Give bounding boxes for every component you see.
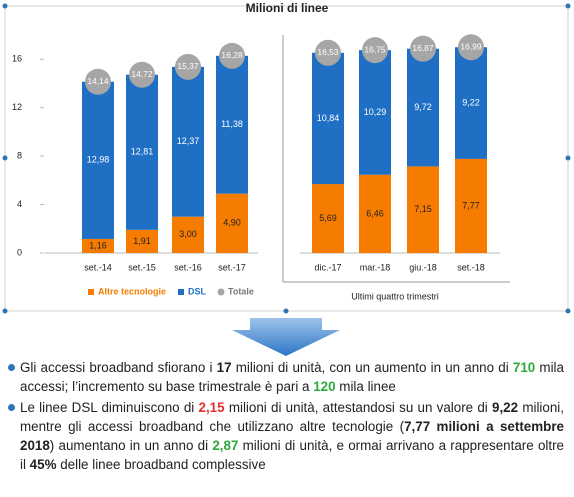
total-marker: [85, 68, 111, 95]
data-label: 1,91: [133, 236, 151, 246]
x-tick-label: mar.-18: [360, 262, 391, 272]
text-segment: Gli accessi broadband sfiorano i: [20, 360, 217, 375]
text-segment: 9,22: [492, 400, 519, 415]
legend-label: Totale: [228, 286, 254, 296]
chart: Milioni di linee Ultimi quattro trimestr…: [2, 1, 571, 356]
bullet: Gli accessi broadband sfiorano i 17 mili…: [8, 358, 564, 396]
data-label: 6,46: [366, 208, 384, 218]
y-tick-label: 0: [17, 247, 22, 257]
bar-segment: [82, 238, 114, 253]
x-tick-label: giu.-18: [409, 262, 437, 272]
x-tick-label: set.-16: [174, 262, 202, 272]
y-tick-label: 8: [17, 150, 22, 160]
text-segment: 7,77 milioni a settembre 2018: [20, 419, 564, 453]
bar-segment: [359, 50, 391, 175]
text-segment: milioni di unità, con un aumento in un a…: [231, 360, 513, 375]
data-label: 14,72: [131, 69, 153, 79]
handles: [2, 3, 571, 314]
bar-segment: [216, 55, 248, 194]
bullets: Gli accessi broadband sfiorano i 17 mili…: [8, 358, 564, 476]
bar-segment: [407, 166, 439, 253]
text-segment: mila linee: [335, 379, 396, 394]
data-label: 10,84: [317, 113, 340, 123]
x-tick-label: set.-15: [128, 262, 156, 272]
data-label: 14,14: [87, 76, 109, 86]
legend-label: Altre tecnologie: [98, 286, 166, 296]
data-label: 15,37: [177, 61, 199, 71]
arrow: [232, 318, 340, 356]
x-tick-label: set.-14: [84, 262, 112, 272]
x-tick-label: dic.-17: [314, 262, 341, 272]
text-segment: 2,87: [212, 438, 239, 453]
total-marker: [175, 53, 201, 80]
text-segment: milioni di unità, e ormai arrivano a rap…: [20, 438, 564, 472]
text-segment: Le linee DSL diminuiscono di: [20, 400, 199, 415]
data-label: 12,37: [177, 136, 200, 146]
bar-segment: [455, 47, 487, 159]
text-segment: 120: [313, 379, 336, 394]
data-label: 7,15: [414, 204, 432, 214]
data-label: 16,75: [364, 44, 386, 54]
data-label: 16,99: [460, 41, 482, 51]
bar-segment: [312, 52, 344, 185]
bar-segment: [126, 74, 158, 230]
data-label: 11,38: [221, 119, 243, 129]
y-tick-label: 16: [12, 54, 22, 64]
y-tick-label: 12: [12, 102, 22, 112]
legend-label: DSL: [188, 286, 207, 296]
data-label: 12,81: [131, 147, 154, 157]
text-segment: 45%: [29, 457, 57, 472]
data-label: 16,53: [317, 47, 339, 57]
legend-swatch: [88, 289, 94, 295]
bar-segment: [126, 229, 158, 253]
total-marker: [219, 42, 245, 69]
x-tick-label: set.-17: [218, 262, 246, 272]
bar-segment: [216, 193, 248, 253]
text-segment: delle linee broadband complessive: [56, 457, 266, 472]
legend-swatch: [217, 288, 225, 296]
data-label: 1,16: [89, 240, 107, 250]
data-label: 16,28: [221, 50, 243, 60]
bullet: Le linee DSL diminuiscono di 2,15 milion…: [8, 398, 564, 474]
total-marker: [458, 34, 484, 61]
text-segment: milioni, mentre gli accessi broadband ch…: [20, 400, 564, 434]
text-segment: milioni di unità, attestandosi su un val…: [224, 400, 493, 415]
bar-segment: [82, 81, 114, 239]
text-segment: 710: [512, 360, 536, 375]
text-segment: 17: [216, 360, 232, 375]
bar-segment: [359, 174, 391, 253]
bar-segment: [407, 48, 439, 167]
data-label: 10,29: [364, 107, 387, 117]
data-label: 7,77: [462, 200, 480, 210]
bar-segment: [172, 66, 204, 217]
data-label: 3,00: [179, 229, 197, 239]
data-label: 16,87: [412, 43, 434, 53]
x-tick-label: set.-18: [457, 262, 485, 272]
bar-segment: [455, 158, 487, 253]
total-marker: [315, 39, 341, 66]
data-label: 9,22: [462, 97, 480, 107]
chart-title: Milioni di linee: [246, 1, 329, 15]
data-label: 4,90: [223, 218, 241, 228]
total-marker: [362, 37, 388, 64]
total-marker: [410, 35, 436, 62]
text-segment: mila accessi; l’incremento su base trime…: [20, 360, 564, 394]
bar-segment: [312, 184, 344, 253]
text-segment: ) aumentano in un anno di: [49, 438, 213, 453]
data-label: 5,69: [319, 213, 337, 223]
annotation: Ultimi quattro trimestri: [351, 291, 439, 301]
data-label: 9,72: [414, 102, 432, 112]
total-marker: [129, 61, 155, 88]
legend-swatch: [178, 289, 185, 295]
bar-segment: [172, 216, 204, 253]
text-segment: 2,15: [198, 400, 225, 415]
y-tick-label: 4: [17, 199, 22, 209]
data-label: 12,98: [87, 155, 110, 165]
